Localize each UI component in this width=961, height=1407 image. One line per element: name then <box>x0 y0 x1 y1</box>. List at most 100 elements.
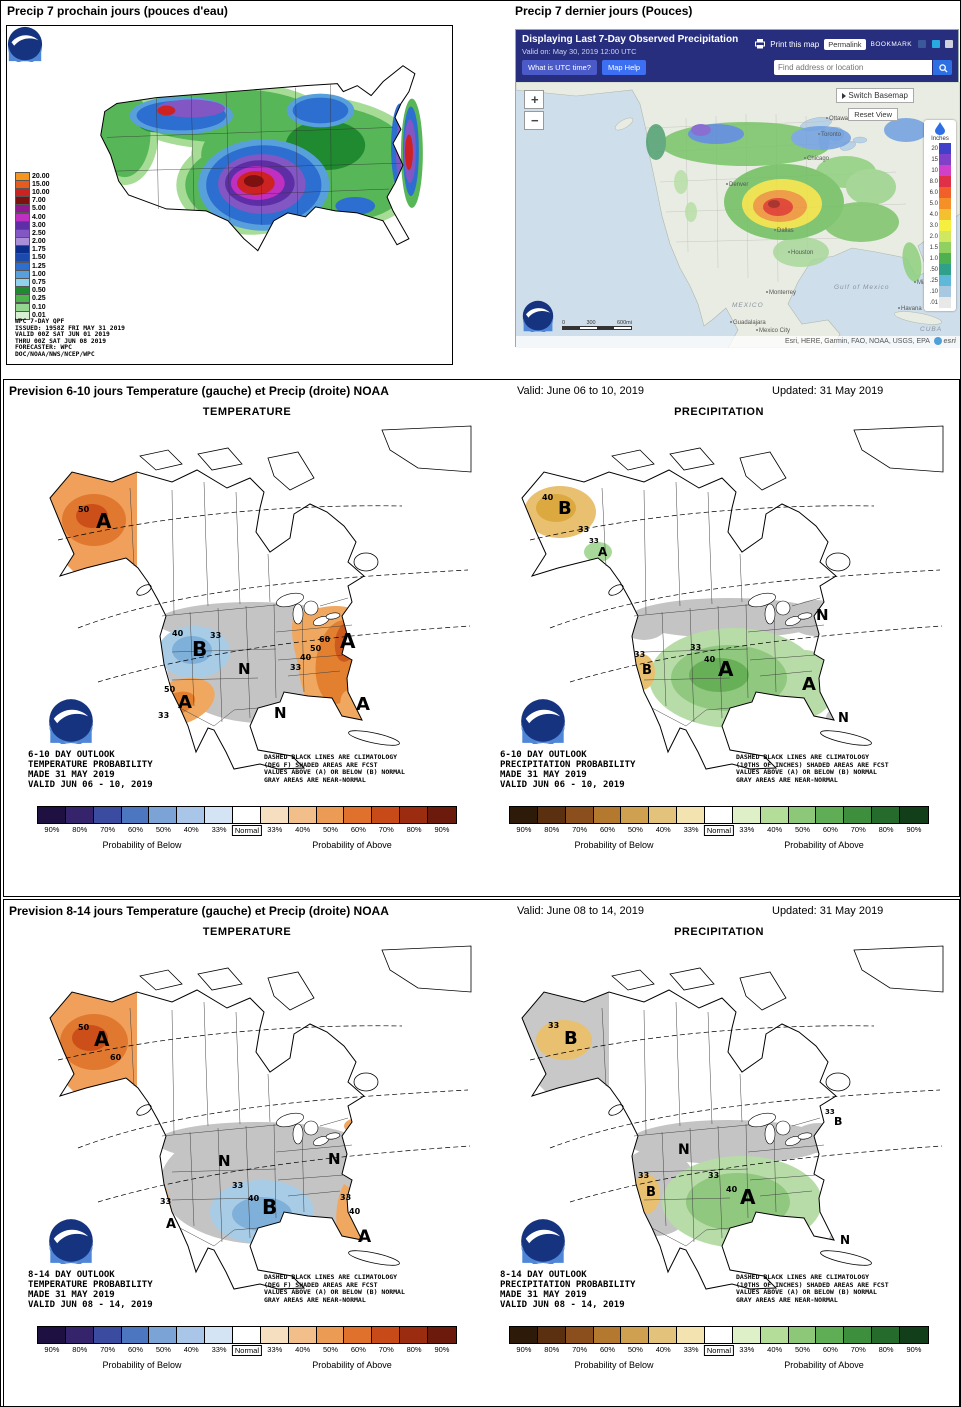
print-icon[interactable] <box>755 39 766 49</box>
legend-row: 0.01 <box>15 310 50 320</box>
svg-text:33: 33 <box>290 663 301 672</box>
legend-value: 20.00 <box>32 172 50 180</box>
scale-label: 80% <box>72 825 88 834</box>
scale-cell: 60% <box>344 807 373 834</box>
scale-cell: 90% <box>510 807 538 834</box>
permalink-button[interactable]: Permalink <box>824 38 866 50</box>
scale-cell: 40% <box>288 807 317 834</box>
scale-label: 80% <box>878 1345 894 1354</box>
scale-cell: 33% <box>205 1327 234 1354</box>
scale-color-chip <box>900 1327 928 1343</box>
svg-text:N: N <box>678 1142 690 1158</box>
scale-color-chip <box>288 807 317 823</box>
map-canvas[interactable]: Ottawa Montreal Toronto Chicago Denver D… <box>516 82 960 348</box>
legend-row: 2.0 <box>924 231 956 242</box>
more-share-icon[interactable] <box>945 40 953 48</box>
legend-value: 0.25 <box>32 295 46 303</box>
noaa-logo <box>49 699 93 744</box>
svg-text:N: N <box>840 1233 850 1247</box>
legend-color-chip <box>939 220 951 231</box>
scale-label: 80% <box>544 1345 560 1354</box>
esri-logo: esri <box>943 338 956 345</box>
info-line: MADE 31 MAY 2019 <box>28 770 115 780</box>
info-line: MADE 31 MAY 2019 <box>500 1290 587 1300</box>
legend-color-chip <box>939 187 951 198</box>
probability-of-above-label: Probability of Above <box>784 1360 864 1370</box>
scale-cell: 40% <box>760 807 789 834</box>
svg-text:50: 50 <box>78 505 90 514</box>
city-label: Mexico City <box>756 328 790 334</box>
outlook-info-block: 6-10 DAY OUTLOOK PRECIPITATION PROBABILI… <box>500 750 635 790</box>
scale-color-chip <box>344 807 373 823</box>
scale-cell: 80% <box>400 807 429 834</box>
region-label-mexico: MEXICO <box>732 302 764 309</box>
legend-color-chip <box>939 286 951 297</box>
scale-color-chip <box>205 1327 234 1343</box>
legend-value: 10.00 <box>32 188 50 196</box>
scale-label: 40% <box>767 1345 783 1354</box>
scale-color-chip <box>65 807 94 823</box>
zoom-out-button[interactable]: − <box>524 111 544 130</box>
legend-value: 20 <box>931 145 938 152</box>
search-input[interactable] <box>774 60 932 75</box>
scale-label: 50% <box>323 825 339 834</box>
scale-label: 80% <box>878 825 894 834</box>
reset-view-button[interactable]: Reset View <box>848 108 898 121</box>
scale-color-chip <box>844 807 873 823</box>
scale-cell: 40% <box>177 1327 206 1354</box>
scale-cell: 60% <box>121 1327 150 1354</box>
scale-cell: 40% <box>649 1327 678 1354</box>
legend-value: 2.00 <box>32 238 46 246</box>
scale-label: 60% <box>822 1345 838 1354</box>
legend-value: 6.0 <box>929 189 938 196</box>
scale-color-chip <box>593 807 622 823</box>
switch-basemap-button[interactable]: Switch Basemap <box>836 88 914 103</box>
svg-text:40: 40 <box>300 653 312 662</box>
map-help-button[interactable]: Map Help <box>602 60 647 75</box>
scale-cell: 40% <box>760 1327 789 1354</box>
temperature-6-10-map: A 50 B 40 33 A 50 33 N N A 33 40 50 60 A <box>49 425 472 770</box>
scale-cell: 50% <box>788 1327 817 1354</box>
scale-cell: 33% <box>732 807 761 834</box>
zoom-in-button[interactable]: + <box>524 90 544 109</box>
valid-text: Valid: June 06 to 10, 2019 <box>517 385 645 397</box>
what-is-utc-button[interactable]: What is UTC time? <box>522 60 597 75</box>
probability-of-below-label: Probability of Below <box>574 840 654 850</box>
legend-value: 0.50 <box>32 287 46 295</box>
region-label-gulf: Gulf of Mexico <box>834 284 890 291</box>
info-line: WPC 7-DAY QPF <box>15 318 65 325</box>
svg-text:33: 33 <box>548 1021 559 1030</box>
info-line: TEMPERATURE PROBABILITY <box>28 760 153 770</box>
scale-color-chip <box>593 1327 622 1343</box>
note-line: (DEG F) SHADED AREAS ARE FCST <box>264 760 378 769</box>
legend-value: 1.00 <box>32 270 46 278</box>
scale-cell: 70% <box>372 1327 401 1354</box>
legend-value: 0.75 <box>32 279 46 287</box>
legend-color-chip <box>939 165 951 176</box>
legend-color-chip <box>15 310 30 320</box>
legend-value: 1.75 <box>32 246 46 254</box>
twitter-share-icon[interactable] <box>931 40 940 48</box>
scale-cell: 70% <box>565 807 594 834</box>
svg-text:B: B <box>646 1185 656 1200</box>
search-button[interactable] <box>933 60 952 75</box>
legend-row: 4.0 <box>924 209 956 220</box>
scale-cell: 50% <box>149 807 178 834</box>
scale-ruler: 0 300 600mi <box>562 320 632 330</box>
legend-value: 0.01 <box>32 311 46 319</box>
scale-color-chip <box>788 807 817 823</box>
scale-label: 33% <box>739 825 755 834</box>
facebook-share-icon[interactable] <box>918 40 927 48</box>
scale-color-chip <box>844 1327 873 1343</box>
bookmark-label[interactable]: BOOKMARK <box>870 40 913 48</box>
svg-text:33: 33 <box>634 650 645 659</box>
outlook-8-14-temperature-panel: TEMPERATURE <box>22 926 472 1404</box>
temperature-shading <box>50 470 364 730</box>
cuba-island <box>894 311 942 325</box>
print-this-map-link[interactable]: Print this map <box>770 39 820 49</box>
outlook-note-block: DASHED BLACK LINES ARE CLIMATOLOGY (DEG … <box>264 753 405 784</box>
scale-cell: 90% <box>428 1327 456 1354</box>
scale-cell: 33% <box>205 807 234 834</box>
note-line: DASHED BLACK LINES ARE CLIMATOLOGY <box>264 753 398 761</box>
legend-value: 4.00 <box>32 213 46 221</box>
